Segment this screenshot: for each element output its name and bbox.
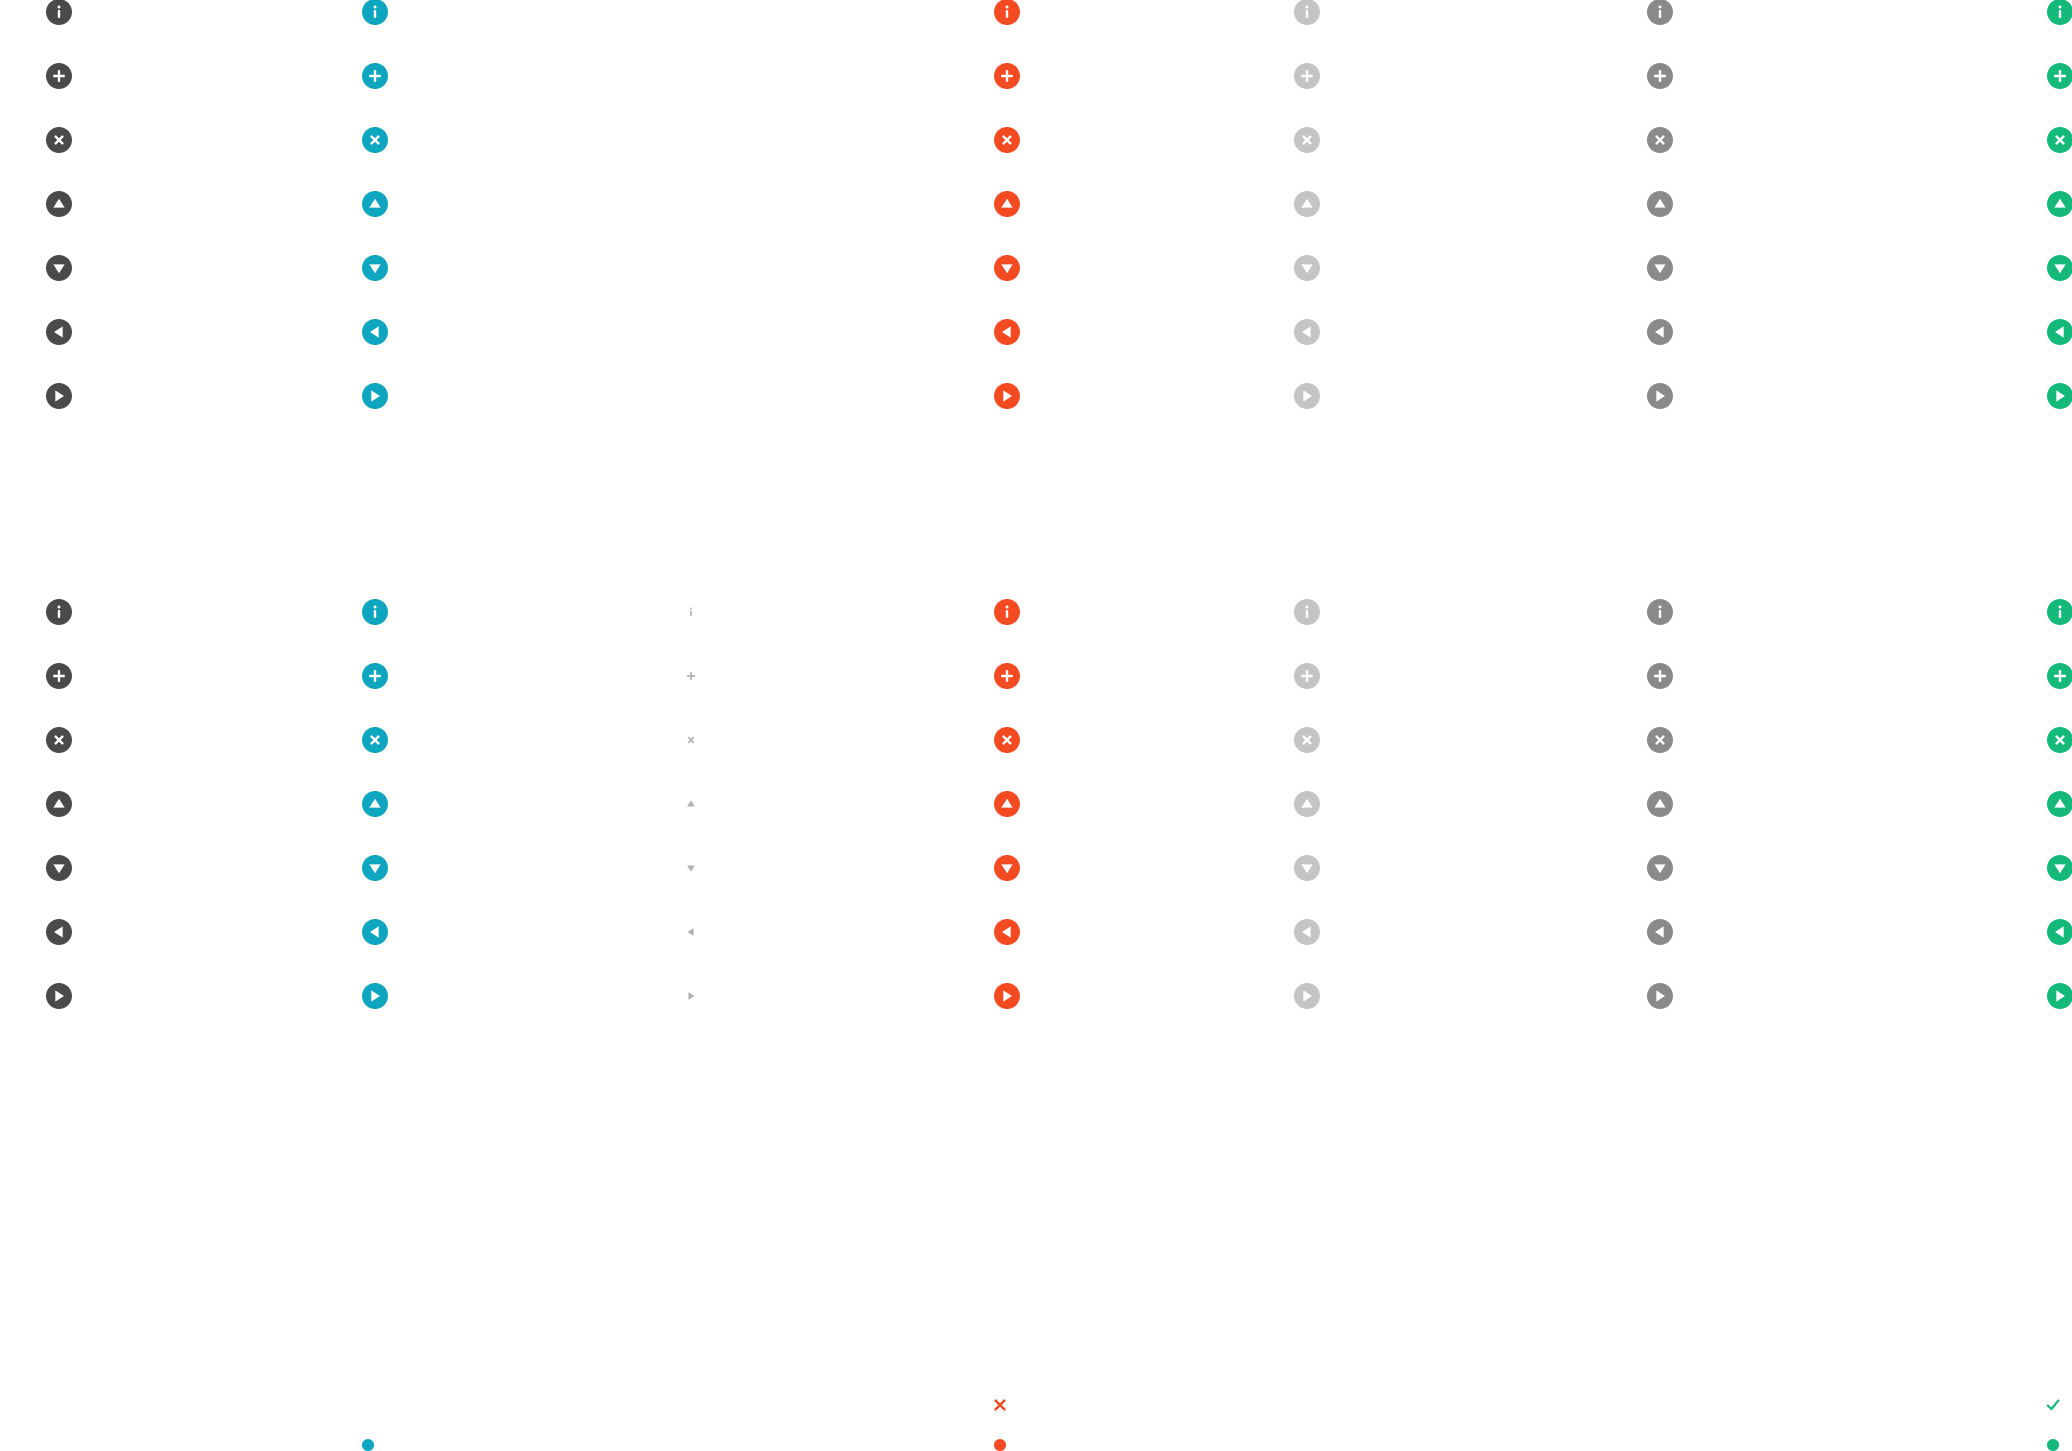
arrow-up-icon <box>362 191 388 217</box>
info-icon <box>994 0 1020 25</box>
arrow-down-icon <box>362 855 388 881</box>
arrow-right-icon <box>362 983 388 1009</box>
arrow-left-icon <box>1294 319 1320 345</box>
plus-icon <box>46 663 72 689</box>
arrow-left-icon <box>687 928 694 936</box>
close-icon <box>1294 127 1320 153</box>
plus-icon <box>1294 63 1320 89</box>
arrow-down-icon <box>1294 255 1320 281</box>
arrow-right-icon <box>46 383 72 409</box>
arrow-up-icon <box>1647 191 1673 217</box>
info-icon <box>1294 599 1320 625</box>
info-icon <box>46 0 72 25</box>
info-icon <box>362 0 388 25</box>
close-icon <box>2047 727 2072 753</box>
arrow-right-icon <box>362 383 388 409</box>
info-icon <box>362 599 388 625</box>
close-icon <box>362 127 388 153</box>
close-icon <box>46 727 72 753</box>
arrow-down-icon <box>2047 255 2072 281</box>
plus-icon <box>46 63 72 89</box>
arrow-right-icon <box>994 383 1020 409</box>
arrow-right-icon <box>1294 983 1320 1009</box>
arrow-left-icon <box>2047 319 2072 345</box>
close-icon <box>46 127 72 153</box>
arrow-down-icon <box>2047 855 2072 881</box>
arrow-up-icon <box>994 791 1020 817</box>
info-icon <box>2047 599 2072 625</box>
arrow-left-icon <box>2047 919 2072 945</box>
info-icon <box>689 607 693 617</box>
close-icon <box>1647 727 1673 753</box>
info-icon <box>2047 0 2072 25</box>
close-icon <box>994 727 1020 753</box>
info-icon <box>1647 0 1673 25</box>
arrow-left-icon <box>46 919 72 945</box>
arrow-down-icon <box>362 255 388 281</box>
check-mark-icon <box>2046 1399 2060 1411</box>
arrow-down-icon <box>994 855 1020 881</box>
arrow-right-icon <box>688 992 695 1000</box>
arrow-left-icon <box>1647 919 1673 945</box>
dot-icon <box>2047 1439 2059 1451</box>
arrow-down-icon <box>994 255 1020 281</box>
arrow-left-icon <box>1647 319 1673 345</box>
arrow-up-icon <box>1294 791 1320 817</box>
plus-icon <box>686 671 696 681</box>
arrow-down-icon <box>1294 855 1320 881</box>
close-icon <box>362 727 388 753</box>
arrow-up-icon <box>362 791 388 817</box>
arrow-up-icon <box>2047 191 2072 217</box>
arrow-left-icon <box>46 319 72 345</box>
arrow-up-icon <box>46 191 72 217</box>
arrow-right-icon <box>994 983 1020 1009</box>
arrow-down-icon <box>46 255 72 281</box>
arrow-left-icon <box>362 919 388 945</box>
arrow-up-icon <box>46 791 72 817</box>
plus-icon <box>1647 63 1673 89</box>
arrow-left-icon <box>994 319 1020 345</box>
plus-icon <box>1294 663 1320 689</box>
info-icon <box>1294 0 1320 25</box>
arrow-right-icon <box>2047 983 2072 1009</box>
plus-icon <box>362 63 388 89</box>
arrow-up-icon <box>994 191 1020 217</box>
info-icon <box>1647 599 1673 625</box>
arrow-right-icon <box>2047 383 2072 409</box>
arrow-right-icon <box>46 983 72 1009</box>
arrow-up-icon <box>2047 791 2072 817</box>
plus-icon <box>994 663 1020 689</box>
close-icon <box>687 736 695 744</box>
plus-icon <box>994 63 1020 89</box>
arrow-right-icon <box>1647 383 1673 409</box>
close-icon <box>1647 127 1673 153</box>
arrow-up-icon <box>1294 191 1320 217</box>
plus-icon <box>2047 63 2072 89</box>
close-icon <box>1294 727 1320 753</box>
arrow-left-icon <box>362 319 388 345</box>
arrow-down-icon <box>687 865 695 872</box>
info-icon <box>994 599 1020 625</box>
arrow-down-icon <box>46 855 72 881</box>
info-icon <box>46 599 72 625</box>
dot-icon <box>362 1439 374 1451</box>
arrow-left-icon <box>1294 919 1320 945</box>
arrow-down-icon <box>1647 855 1673 881</box>
arrow-left-icon <box>994 919 1020 945</box>
plus-icon <box>1647 663 1673 689</box>
dot-icon <box>994 1439 1006 1451</box>
arrow-up-icon <box>687 800 695 807</box>
plus-icon <box>362 663 388 689</box>
close-icon <box>2047 127 2072 153</box>
arrow-right-icon <box>1647 983 1673 1009</box>
close-icon <box>994 127 1020 153</box>
plus-icon <box>2047 663 2072 689</box>
arrow-down-icon <box>1647 255 1673 281</box>
x-mark-icon <box>994 1399 1006 1411</box>
arrow-up-icon <box>1647 791 1673 817</box>
arrow-right-icon <box>1294 383 1320 409</box>
